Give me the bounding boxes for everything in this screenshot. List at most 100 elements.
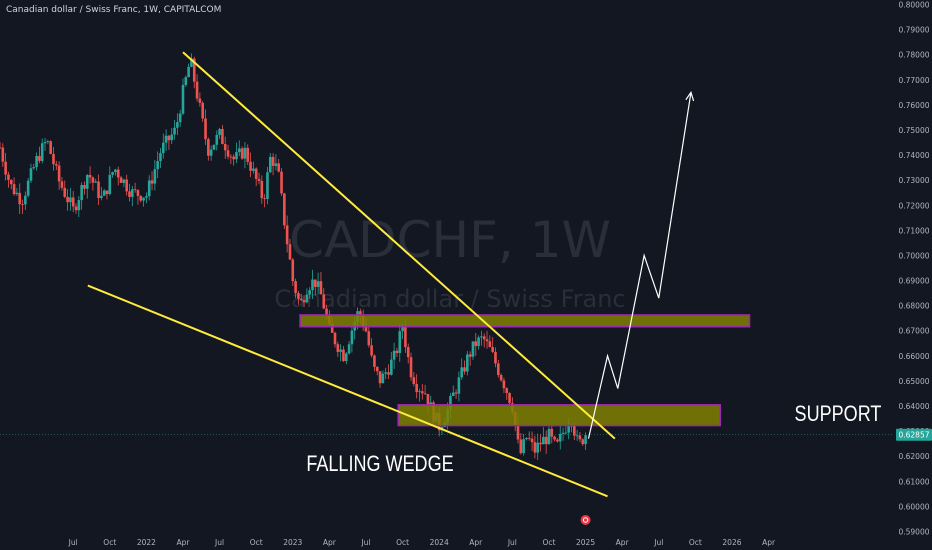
candle-body [159,153,162,162]
time-tick-label: Apr [762,538,776,547]
candle-body [66,196,69,203]
last-price-value: 0.62857 [898,431,929,440]
price-tick-label: 0.61000 [898,477,929,486]
overlays-layer [0,51,893,525]
candle-body [192,58,196,82]
time-tick-label: Jul [653,538,663,547]
candle-body [471,341,475,357]
candle-body [74,206,78,211]
candle-body [111,172,114,175]
candle-body [100,195,103,199]
candle-body [181,84,185,114]
candle-body [451,392,455,396]
candle-body [35,155,38,168]
event-marker-icon [580,515,591,525]
candle-body [4,161,7,175]
candle-body [142,197,145,201]
candle-body [499,375,503,381]
candle-body [280,171,283,194]
candle-body [263,198,266,199]
candle-body [477,337,480,347]
candle-body [527,437,531,439]
candle-body [370,345,373,356]
candle-body [342,349,345,362]
candle-body [122,179,126,183]
candle-body [114,169,117,173]
last-price-badge: 0.62857 [896,428,932,441]
candle-body [21,204,24,205]
candle-body [88,174,92,178]
time-tick-label: Oct [250,538,263,547]
candle-body [395,350,399,353]
candle-body [283,193,286,226]
price-tick-label: 0.59000 [898,527,929,536]
time-tick-label: Oct [396,538,409,547]
candle-body [125,179,128,192]
price-tick-label: 0.79000 [898,26,929,35]
last-price-badge-bg [896,428,932,441]
candle-body [558,434,562,442]
candle-body [333,332,337,345]
price-axis[interactable]: 0.80000 0.79000 0.78000 0.77000 0.76000 0.750… [898,1,929,537]
candle-body [544,436,548,445]
candle-body [271,156,275,166]
candle-body [85,174,89,189]
candle-body [288,244,292,260]
candle-body [91,177,95,183]
candle-body [105,190,109,194]
candle-body [136,190,140,196]
candle-body [167,135,171,141]
candle-body [339,349,342,352]
candle-body [497,363,500,376]
candle-body [207,139,210,156]
candle-body [375,366,379,372]
price-tick-label: 0.71000 [898,226,929,235]
candle-body [336,344,340,352]
candle-body [536,442,540,453]
candle-body [209,149,213,156]
watermark: CADCHF, 1W Canadian dollar / Swiss Franc [274,211,625,313]
time-tick-label: Apr [176,538,190,547]
candle-body [539,442,542,445]
candle-body [176,122,179,128]
candle-body [26,180,30,196]
candle-body [190,58,193,67]
candle-body [94,181,98,183]
candle-body [406,347,410,358]
candle-body [330,323,334,333]
candle-body [97,181,100,199]
candle-body [325,308,328,317]
candle-body [390,359,393,375]
candle-body [311,279,314,291]
price-tick-label: 0.64000 [898,402,929,411]
time-tick-label: 2024 [430,538,449,547]
candle-body [102,190,106,196]
time-tick-label: Oct [689,538,702,547]
candle-body [38,155,41,161]
candle-body [83,184,86,189]
candle-body [398,331,402,353]
watermark-ticker: CADCHF, 1W [289,211,611,269]
candle-body [246,147,250,162]
candle-body [15,192,19,195]
candle-body [297,293,300,299]
price-tick-label: 0.62000 [898,452,929,461]
time-axis[interactable]: Jul Oct 2022 Apr Jul Oct 2023 Apr Jul Oct 2024 Apr J… [68,538,776,547]
candle-body [69,197,72,203]
price-tick-label: 0.67000 [898,327,929,336]
candle-body [108,174,112,194]
candle-body [392,350,396,360]
candle-body [119,177,123,183]
projection-path [587,92,692,439]
candle-body [277,163,281,172]
candle-body [567,426,570,433]
candle-body [573,425,576,436]
watermark-name: Canadian dollar / Swiss Franc [274,285,625,313]
candle-body [508,392,511,404]
candles-layer [0,53,587,460]
candle-body [381,373,385,384]
candle-body [350,330,354,345]
candle-body [530,438,534,443]
candle-body [578,435,582,440]
